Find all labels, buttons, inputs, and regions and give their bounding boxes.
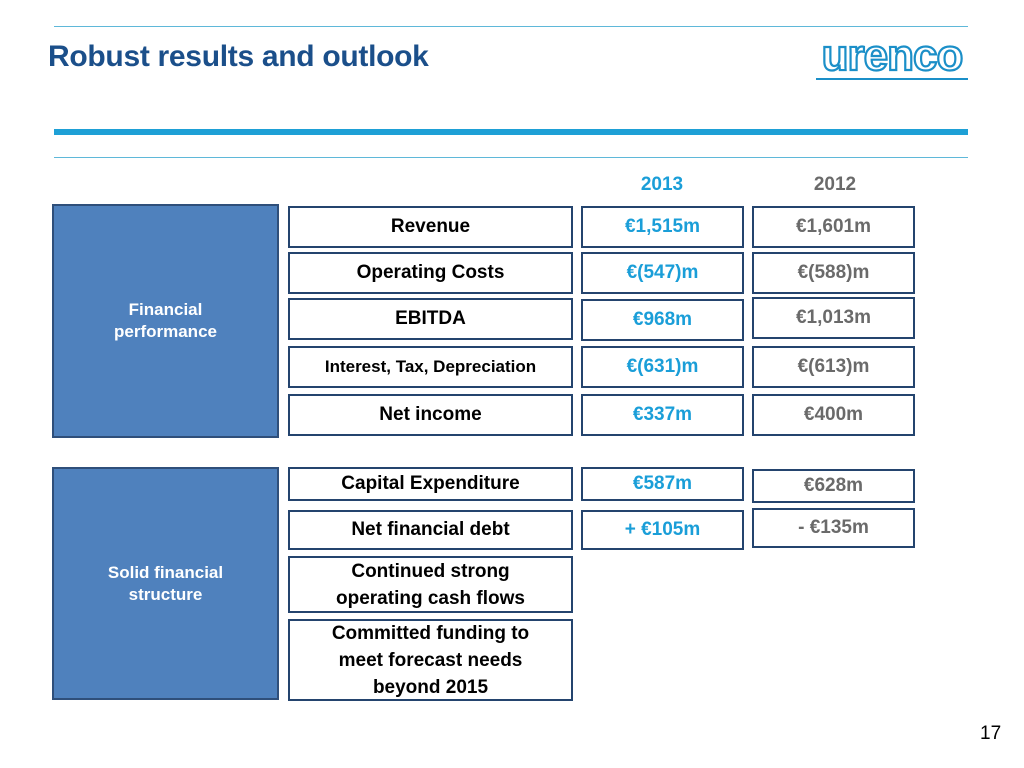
page-title: Robust results and outlook: [48, 40, 429, 73]
row-label-revenue: Revenue: [288, 206, 573, 248]
top-rule: [54, 26, 968, 27]
row-label-interest-tax-depreciation: Interest, Tax, Depreciation: [288, 346, 573, 388]
value-2013-ebitda: €968m: [581, 299, 744, 341]
svg-text:urenco: urenco: [822, 34, 963, 80]
section-financial-performance: Financial performance: [52, 204, 279, 438]
urenco-logo-icon: urenco: [816, 30, 968, 81]
section-label: Financial performance: [114, 300, 217, 341]
value-2013-net-income: €337m: [581, 394, 744, 436]
column-header-2012: 2012: [813, 174, 857, 195]
value-2012-operating-costs: €(588)m: [752, 252, 915, 294]
value-2012-ebitda: €1,013m: [752, 297, 915, 339]
header-underline: [54, 157, 968, 158]
value-2013-interest-tax-depreciation: €(631)m: [581, 346, 744, 388]
row-label-net-income: Net income: [288, 394, 573, 436]
value-2013-revenue: €1,515m: [581, 206, 744, 248]
page-number: 17: [980, 723, 1002, 744]
row-label-operating-costs: Operating Costs: [288, 252, 573, 294]
section-label: Solid financial structure: [107, 562, 224, 604]
value-2012-capital-expenditure: €628m: [752, 469, 915, 503]
value-2012-interest-tax-depreciation: €(613)m: [752, 346, 915, 388]
column-header-2013: 2013: [640, 174, 684, 195]
section-solid-financial-structure: Solid financial structure: [52, 467, 279, 700]
row-label-operating-cash-flows: Continued strong operating cash flows: [288, 556, 573, 613]
value-2013-net-financial-debt: + €105m: [581, 510, 744, 550]
row-label-ebitda: EBITDA: [288, 298, 573, 340]
value-2012-net-financial-debt: - €135m: [752, 508, 915, 548]
value-2012-revenue: €1,601m: [752, 206, 915, 248]
value-2012-net-income: €400m: [752, 394, 915, 436]
row-label-capital-expenditure: Capital Expenditure: [288, 467, 573, 501]
row-label-net-financial-debt: Net financial debt: [288, 510, 573, 550]
urenco-logo: urenco: [812, 30, 972, 84]
value-2013-capital-expenditure: €587m: [581, 467, 744, 501]
value-2013-operating-costs: €(547)m: [581, 252, 744, 294]
row-label-committed-funding: Committed funding to meet forecast needs…: [288, 619, 573, 701]
header-accent-bar: [54, 129, 968, 135]
